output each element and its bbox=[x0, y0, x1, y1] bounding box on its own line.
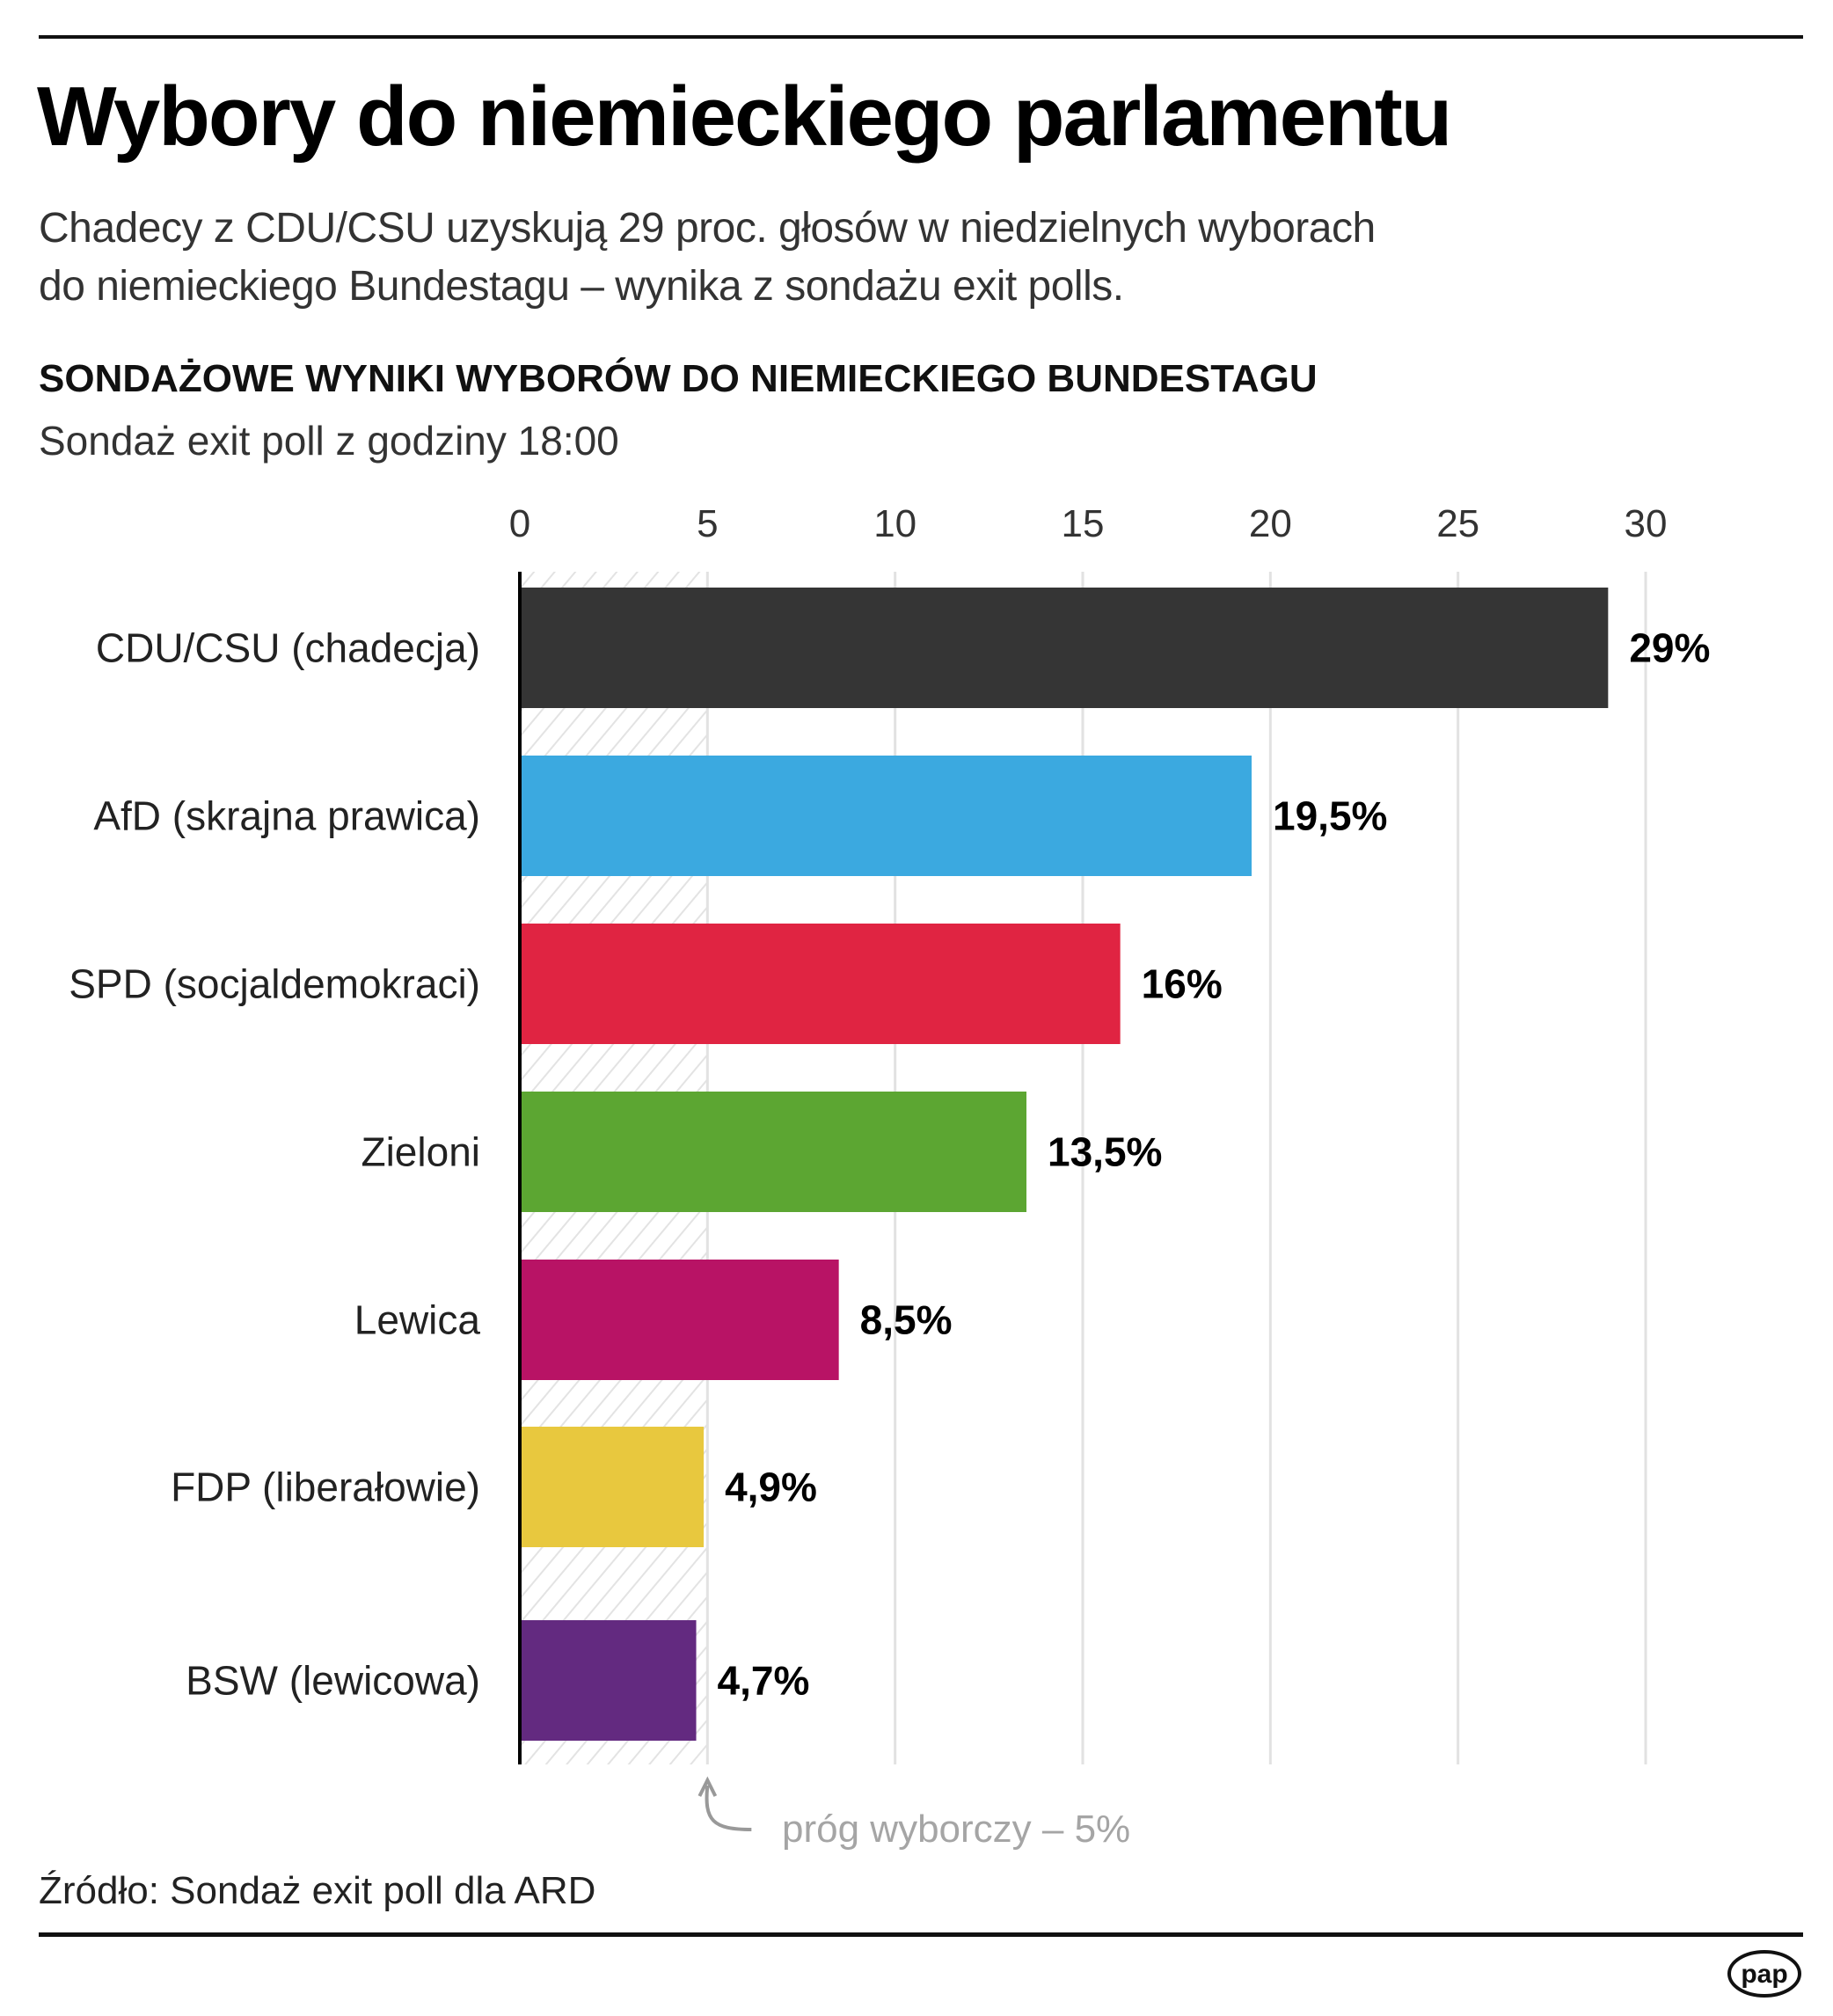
category-label: CDU/CSU (chadecja) bbox=[96, 625, 480, 671]
data-label: 4,7% bbox=[718, 1658, 810, 1704]
chart-title: SONDAŻOWE WYNIKI WYBORÓW DO NIEMIECKIEGO… bbox=[39, 357, 1318, 400]
arrow-head-icon bbox=[697, 1776, 718, 1797]
bar bbox=[520, 1620, 697, 1741]
category-label: BSW (lewicowa) bbox=[186, 1658, 480, 1704]
category-label: AfD (skrajna prawica) bbox=[93, 793, 480, 839]
data-label: 8,5% bbox=[860, 1297, 953, 1343]
pap-logo: pap bbox=[1727, 1950, 1801, 1998]
x-tick-label: 10 bbox=[873, 502, 916, 545]
category-label: Zieloni bbox=[361, 1129, 480, 1175]
x-tick-label: 30 bbox=[1625, 502, 1668, 545]
svg-text:pap: pap bbox=[1741, 1960, 1787, 1989]
page-title: Wybory do niemieckiego parlamentu bbox=[37, 69, 1452, 164]
bottom-rule bbox=[39, 1932, 1803, 1937]
top-rule bbox=[39, 35, 1803, 39]
data-label: 29% bbox=[1629, 625, 1710, 671]
data-label: 19,5% bbox=[1273, 793, 1387, 839]
data-label: 13,5% bbox=[1048, 1129, 1162, 1175]
x-tick-label: 5 bbox=[697, 502, 718, 545]
data-label: 16% bbox=[1142, 961, 1223, 1007]
bar bbox=[520, 588, 1609, 708]
arrow-curve bbox=[705, 1785, 752, 1831]
x-tick-label: 25 bbox=[1436, 502, 1479, 545]
threshold-label: próg wyborczy – 5% bbox=[782, 1808, 1130, 1851]
bar bbox=[520, 1427, 705, 1547]
x-tick-label: 0 bbox=[509, 502, 530, 545]
bar bbox=[520, 756, 1252, 876]
subtitle-line-2: do niemieckiego Bundestagu – wynika z so… bbox=[39, 263, 1124, 310]
source-note: Źródło: Sondaż exit poll dla ARD bbox=[39, 1869, 596, 1912]
bar bbox=[520, 1260, 839, 1380]
category-label: SPD (socjaldemokraci) bbox=[69, 961, 480, 1007]
category-label: FDP (liberałowie) bbox=[171, 1465, 480, 1510]
chart-subtitle: Sondaż exit poll z godziny 18:00 bbox=[39, 418, 619, 464]
subtitle-line-1: Chadecy z CDU/CSU uzyskują 29 proc. głos… bbox=[39, 205, 1376, 252]
category-label: Lewica bbox=[354, 1297, 481, 1343]
x-tick-label: 20 bbox=[1249, 502, 1292, 545]
bar bbox=[520, 924, 1121, 1044]
bar bbox=[520, 1092, 1026, 1212]
x-tick-label: 15 bbox=[1062, 502, 1105, 545]
data-label: 4,9% bbox=[725, 1465, 817, 1510]
